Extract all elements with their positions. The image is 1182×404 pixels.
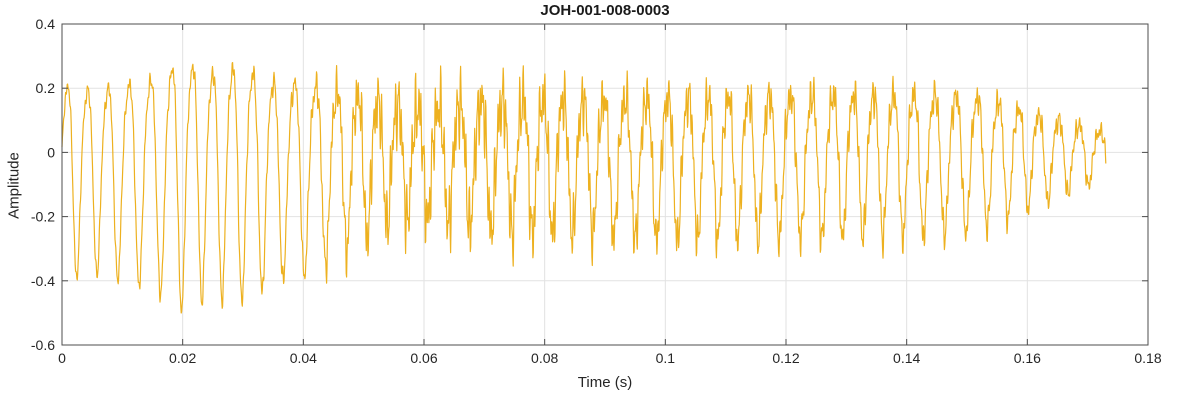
y-tick-label: -0.2: [31, 209, 55, 225]
x-tick-label: 0.12: [772, 350, 799, 366]
x-tick-label: 0.1: [656, 350, 676, 366]
y-tick-label: -0.6: [31, 337, 55, 353]
x-tick-label: 0.06: [410, 350, 437, 366]
x-tick-label: 0.14: [893, 350, 920, 366]
x-tick-label: 0: [58, 350, 66, 366]
y-tick-label: 0.2: [36, 80, 56, 96]
chart-title: JOH-001-008-0003: [540, 2, 670, 19]
y-axis-label: Amplitude: [5, 152, 23, 219]
x-tick-label: 0.08: [531, 350, 558, 366]
x-tick-label: 0.16: [1014, 350, 1041, 366]
x-axis-label: Time (s): [577, 374, 633, 391]
waveform-line: [61, 62, 1107, 314]
x-tick-label: 0.18: [1134, 350, 1161, 366]
x-tick-label: 0.02: [169, 350, 196, 366]
y-tick-label: 0: [47, 144, 55, 160]
y-tick-label: 0.4: [36, 16, 56, 32]
y-tick-label: -0.4: [31, 273, 55, 289]
x-tick-label: 0.04: [290, 350, 317, 366]
axes-box: [61, 23, 1149, 346]
